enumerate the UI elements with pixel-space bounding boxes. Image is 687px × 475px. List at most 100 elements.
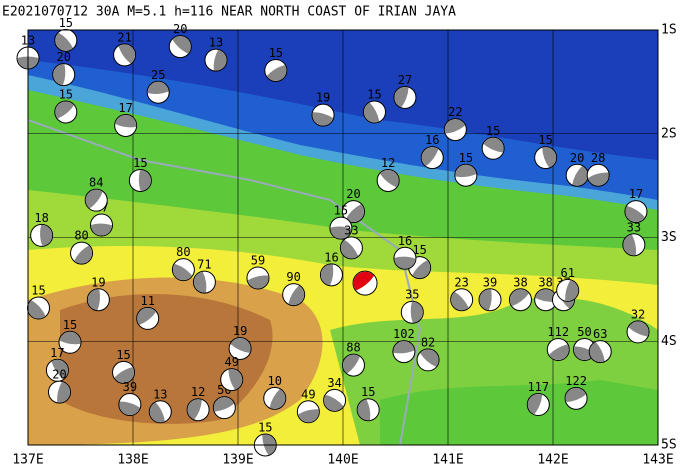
focal-mechanism	[282, 283, 306, 307]
beachball-quadrant	[138, 169, 151, 191]
lat-label: 5S	[661, 438, 677, 453]
depth-label: 15	[258, 421, 272, 435]
beachball-quadrant	[187, 399, 202, 420]
focal-mechanism	[58, 330, 82, 354]
depth-label: 16	[398, 234, 412, 248]
beachball-quadrant	[55, 32, 73, 51]
depth-label: 28	[591, 151, 605, 165]
lat-label: 1S	[661, 23, 677, 38]
lon-label: 137E	[12, 453, 43, 468]
beachball-quadrant	[137, 307, 156, 325]
lon-label: 142E	[537, 453, 568, 468]
depth-label: 15	[538, 133, 552, 147]
beachball-quadrant	[565, 280, 579, 301]
beachball-quadrant	[380, 169, 399, 188]
focal-mechanism	[342, 353, 365, 377]
focal-mechanism	[90, 213, 113, 237]
beachball-quadrant	[91, 223, 112, 236]
focal-mechanism	[565, 163, 589, 187]
depth-label: 49	[301, 387, 315, 401]
beachball-quadrant	[589, 342, 605, 363]
beachball-quadrant	[228, 369, 243, 390]
beachball-quadrant	[483, 137, 504, 153]
focal-mechanism	[416, 348, 440, 372]
beachball-quadrant	[269, 389, 286, 409]
beachball-quadrant	[628, 321, 649, 337]
focal-mechanism	[54, 100, 78, 124]
beachball-quadrant	[40, 224, 53, 246]
focal-mechanism	[128, 168, 152, 192]
focal-mechanism	[311, 103, 335, 127]
depth-label: 61	[560, 266, 574, 280]
focal-mechanism	[363, 100, 386, 124]
depth-label: 18	[34, 211, 48, 225]
depth-label: 19	[233, 324, 247, 338]
focal-mechanism	[526, 393, 550, 417]
depth-label: 88	[346, 341, 360, 355]
focal-mechanism	[212, 396, 236, 420]
depth-label: 10	[268, 374, 282, 388]
depth-label: 63	[593, 327, 607, 341]
lat-label: 2S	[661, 126, 677, 141]
beachball-quadrant	[357, 399, 371, 421]
focal-mechanism	[246, 266, 270, 290]
beachball-quadrant	[114, 367, 134, 383]
depth-label: 27	[398, 73, 412, 87]
depth-label: 71	[197, 258, 211, 272]
focal-mechanism	[626, 320, 650, 344]
depth-label: 20	[346, 187, 360, 201]
focal-mechanism	[392, 340, 416, 364]
depth-label: 82	[421, 335, 435, 349]
beachball-quadrant	[340, 239, 359, 259]
focal-mechanism	[186, 398, 210, 422]
focal-mechanism	[564, 386, 588, 410]
depth-label: 12	[381, 156, 395, 170]
focal-mechanism	[264, 58, 288, 82]
beachball-quadrant	[118, 44, 136, 64]
focal-mechanism	[54, 28, 78, 52]
depth-label: 25	[151, 68, 165, 82]
depth-label: 38	[513, 275, 527, 289]
focal-mechanism	[556, 278, 580, 302]
focal-mechanism	[546, 338, 570, 362]
depth-label: 17	[629, 187, 643, 201]
beachball-quadrant	[288, 285, 305, 306]
focal-mechanism	[450, 288, 474, 312]
focal-mechanism	[30, 223, 54, 247]
beachball-quadrant	[85, 189, 103, 209]
depth-label: 17	[118, 101, 132, 115]
beachball-quadrant	[455, 164, 477, 178]
beachball-quadrant	[549, 344, 569, 360]
depth-label: 12	[191, 385, 205, 399]
depth-label: 15	[116, 348, 130, 362]
focal-mechanism	[624, 200, 648, 224]
depth-label: 20	[570, 151, 584, 165]
beachball-quadrant	[444, 119, 465, 134]
lon-label: 141E	[432, 453, 463, 468]
focal-mechanism	[146, 80, 170, 104]
depth-label: 15	[31, 284, 45, 298]
beachball-quadrant	[213, 49, 227, 71]
beachball-quadrant	[542, 147, 557, 168]
beachball-quadrant	[394, 86, 409, 108]
depth-label: 20	[173, 22, 187, 36]
depth-label: 32	[631, 307, 645, 321]
focal-mechanism	[622, 233, 646, 257]
depth-label: 80	[74, 229, 88, 243]
beachball-quadrant	[625, 206, 645, 223]
beachball-quadrant	[324, 394, 344, 411]
depth-label: 59	[251, 253, 265, 267]
depth-label: 84	[89, 176, 103, 190]
depth-label: 15	[59, 16, 73, 30]
depth-label: 13	[153, 387, 167, 401]
depth-label: 15	[63, 318, 77, 332]
beachball-quadrant	[345, 204, 364, 223]
depth-label: 35	[405, 288, 419, 302]
beachball-quadrant	[312, 112, 334, 126]
lon-label: 140E	[327, 453, 358, 468]
focal-mechanism	[420, 146, 444, 170]
beachball-quadrant	[59, 331, 81, 345]
beachball-quadrant	[412, 260, 431, 279]
beachball-quadrant	[623, 234, 637, 256]
lon-label: 143E	[642, 453, 673, 468]
